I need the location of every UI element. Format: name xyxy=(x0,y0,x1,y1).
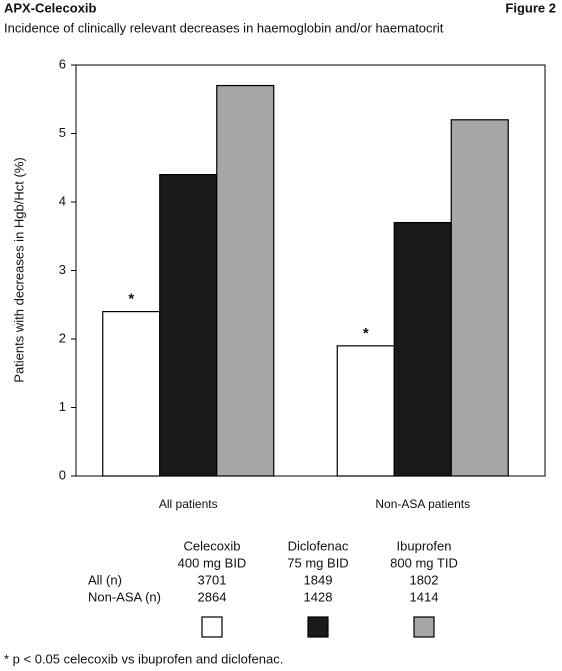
bar xyxy=(216,84,275,477)
chart-subtitle: Incidence of clinically relevant decreas… xyxy=(4,20,444,35)
bar xyxy=(393,221,452,477)
significance-marker: * xyxy=(363,325,369,342)
legend-dose: 800 mg TID xyxy=(390,555,458,570)
y-tick-label: 1 xyxy=(59,399,66,414)
legend-dose: 75 mg BID xyxy=(287,555,348,570)
legend-label: Diclofenac xyxy=(288,538,349,553)
y-tick-label: 5 xyxy=(59,125,66,140)
y-tick-label: 4 xyxy=(59,193,66,208)
table-cell: 1849 xyxy=(304,572,333,587)
y-tick-label: 0 xyxy=(59,467,66,482)
row-label: All (n) xyxy=(88,572,122,587)
legend-dose: 400 mg BID xyxy=(178,555,247,570)
chart-title: APX-Celecoxib xyxy=(4,0,97,15)
table-cell: 3701 xyxy=(198,572,227,587)
y-tick-label: 2 xyxy=(59,330,66,345)
table-cell: 1428 xyxy=(304,589,333,604)
legend-swatch xyxy=(307,616,329,638)
legend-label: Celecoxib xyxy=(183,538,240,553)
figure-label: Figure 2 xyxy=(505,0,556,15)
bar xyxy=(336,345,395,477)
legend-swatch xyxy=(413,616,435,638)
table-cell: 1802 xyxy=(410,572,439,587)
row-label: Non-ASA (n) xyxy=(88,589,161,604)
legend-swatch xyxy=(201,616,223,638)
bar xyxy=(450,119,509,477)
x-tick-label: Non-ASA patients xyxy=(375,497,470,511)
table-cell: 2864 xyxy=(198,589,227,604)
bar xyxy=(102,311,161,477)
legend-label: Ibuprofen xyxy=(397,538,452,553)
x-tick-label: All patients xyxy=(159,497,218,511)
y-tick-label: 6 xyxy=(59,56,66,71)
y-axis-label: Patients with decreases in Hgb/Hct (%) xyxy=(11,157,26,382)
table-cell: 1414 xyxy=(410,589,439,604)
bar xyxy=(159,174,218,477)
footnote: * p < 0.05 celecoxib vs ibuprofen and di… xyxy=(4,651,283,666)
significance-marker: * xyxy=(128,291,134,308)
y-tick-label: 3 xyxy=(59,262,66,277)
